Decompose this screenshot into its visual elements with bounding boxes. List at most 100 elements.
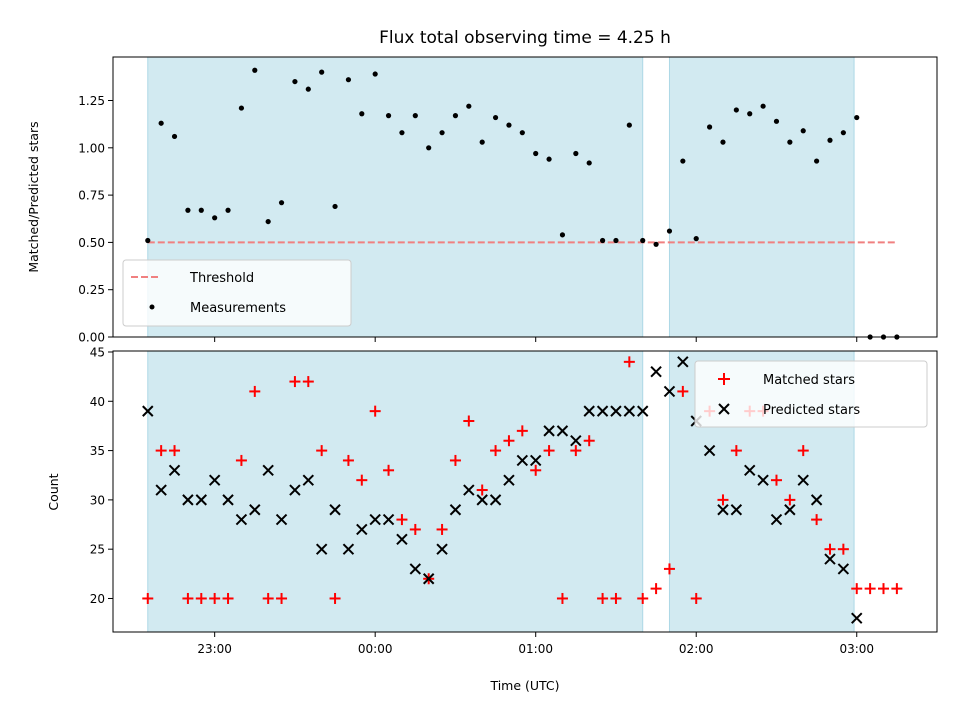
predicted-star-point-b xyxy=(677,356,689,368)
predicted-star-point-b xyxy=(235,513,248,526)
predicted-star-point xyxy=(449,504,462,516)
chart-title: Flux total observing time = 4.25 h xyxy=(379,28,671,48)
measurement-point xyxy=(760,103,766,109)
matched-star-point xyxy=(409,523,421,535)
predicted-star-point-b xyxy=(663,385,676,398)
predicted-star-point xyxy=(797,474,809,486)
predicted-star-point-b xyxy=(249,504,261,516)
measurement-point xyxy=(854,114,860,121)
matched-star-point xyxy=(329,592,341,604)
predicted-star-point xyxy=(262,464,274,477)
predicted-star-point xyxy=(543,425,555,437)
x-axis-label: Time (UTC) xyxy=(489,678,559,693)
top-y-tick-label: 0.75 xyxy=(78,189,105,203)
matched-star-point xyxy=(195,592,207,604)
matched-star-point xyxy=(155,445,167,457)
predicted-star-point-b xyxy=(824,553,836,565)
predicted-star-point-b xyxy=(556,425,569,437)
measurement-points xyxy=(145,67,900,340)
bottom-y-tick-label: 20 xyxy=(90,592,105,606)
predicted-star-point-b xyxy=(356,523,368,536)
predicted-star-point xyxy=(529,454,542,467)
x-tick-label: 02:00 xyxy=(679,642,714,656)
predicted-star-point-b xyxy=(610,405,622,417)
predicted-star-point xyxy=(516,454,529,467)
predicted-star-point-b xyxy=(717,504,729,516)
top-y-tick-label: 0.25 xyxy=(78,283,105,297)
predicted-star-point xyxy=(222,494,234,506)
legend-predicted-label: Predicted stars xyxy=(763,403,860,418)
measurement-point xyxy=(814,158,820,164)
matched-star-point xyxy=(316,445,328,457)
legend-measurement-swatch xyxy=(149,304,155,310)
predicted-star-point-b xyxy=(476,494,488,506)
predicted-star-point-b xyxy=(543,425,555,437)
legend-measurements-label: Measurements xyxy=(190,301,286,316)
matched-star-point xyxy=(142,592,154,604)
matched-star-point xyxy=(891,583,903,595)
predicted-star-point xyxy=(195,494,207,506)
measurement-point xyxy=(546,156,552,162)
predicted-star-point-b xyxy=(302,474,315,486)
measurement-point xyxy=(238,105,245,111)
predicted-star-point-b xyxy=(637,405,649,417)
predicted-star-point xyxy=(637,405,649,417)
bottom-y-tick-label: 40 xyxy=(90,395,105,409)
top-y-tick-label: 0.50 xyxy=(78,236,105,250)
predicted-star-point-b xyxy=(623,405,636,417)
top-shade-1 xyxy=(668,56,855,338)
predicted-star-point xyxy=(596,405,609,417)
measurement-point xyxy=(787,139,793,145)
predicted-star-point xyxy=(744,464,756,477)
matched-star-point xyxy=(556,592,568,604)
measurement-point xyxy=(827,137,833,143)
matched-star-point xyxy=(543,445,555,457)
matched-star-point xyxy=(490,445,502,457)
matched-star-point xyxy=(877,583,889,595)
measurement-point xyxy=(265,218,271,225)
predicted-star-point-b xyxy=(570,435,582,447)
matched-star-point xyxy=(249,385,261,397)
measurement-point xyxy=(158,120,164,126)
predicted-star-point xyxy=(235,513,248,526)
matched-star-point xyxy=(770,474,782,486)
matched-star-point xyxy=(530,464,542,476)
predicted-star-point-b xyxy=(342,543,355,555)
matched-star-point xyxy=(369,405,381,417)
measurement-point xyxy=(492,114,499,121)
matched-star-point xyxy=(811,514,823,526)
top-y-axis-label: Matched/Predicted stars xyxy=(26,121,41,272)
bottom-plot-frame xyxy=(112,350,938,633)
predicted-star-point xyxy=(289,484,301,496)
predicted-star-point-b xyxy=(583,405,595,417)
top-y-axis-ticks: 0.00 0.25 0.50 0.75 1.00 1.25 xyxy=(78,94,113,345)
matched-star-point xyxy=(289,376,301,388)
bottom-y-tick-label: 35 xyxy=(90,444,105,458)
matched-star-point xyxy=(824,543,836,555)
bottom-shade-0 xyxy=(147,350,644,633)
matched-star-point xyxy=(570,445,582,457)
predicted-star-point xyxy=(851,612,863,624)
predicted-star-point xyxy=(837,563,850,575)
predicted-star-point-b xyxy=(195,494,207,506)
predicted-star-point xyxy=(463,484,475,496)
measurement-point xyxy=(185,207,191,213)
predicted-star-point xyxy=(663,385,676,398)
measurement-point xyxy=(466,103,472,109)
measurement-point xyxy=(720,139,726,145)
predicted-star-point xyxy=(610,405,622,417)
legend-predicted-swatch xyxy=(718,403,730,415)
matched-star-point xyxy=(302,376,314,388)
matched-star-point xyxy=(209,592,221,604)
predicted-star-point-b xyxy=(463,484,475,496)
predicted-star-point-b xyxy=(744,464,756,477)
predicted-star-point xyxy=(369,513,381,526)
predicted-star-point-b xyxy=(182,494,194,506)
measurement-point xyxy=(399,130,405,136)
predicted-star-point xyxy=(275,513,288,526)
measurement-point xyxy=(372,71,378,77)
predicted-star-point xyxy=(730,504,743,516)
predicted-star-point xyxy=(342,543,355,555)
predicted-star-point-b xyxy=(529,454,542,467)
x-tick-label: 00:00 xyxy=(358,642,393,656)
